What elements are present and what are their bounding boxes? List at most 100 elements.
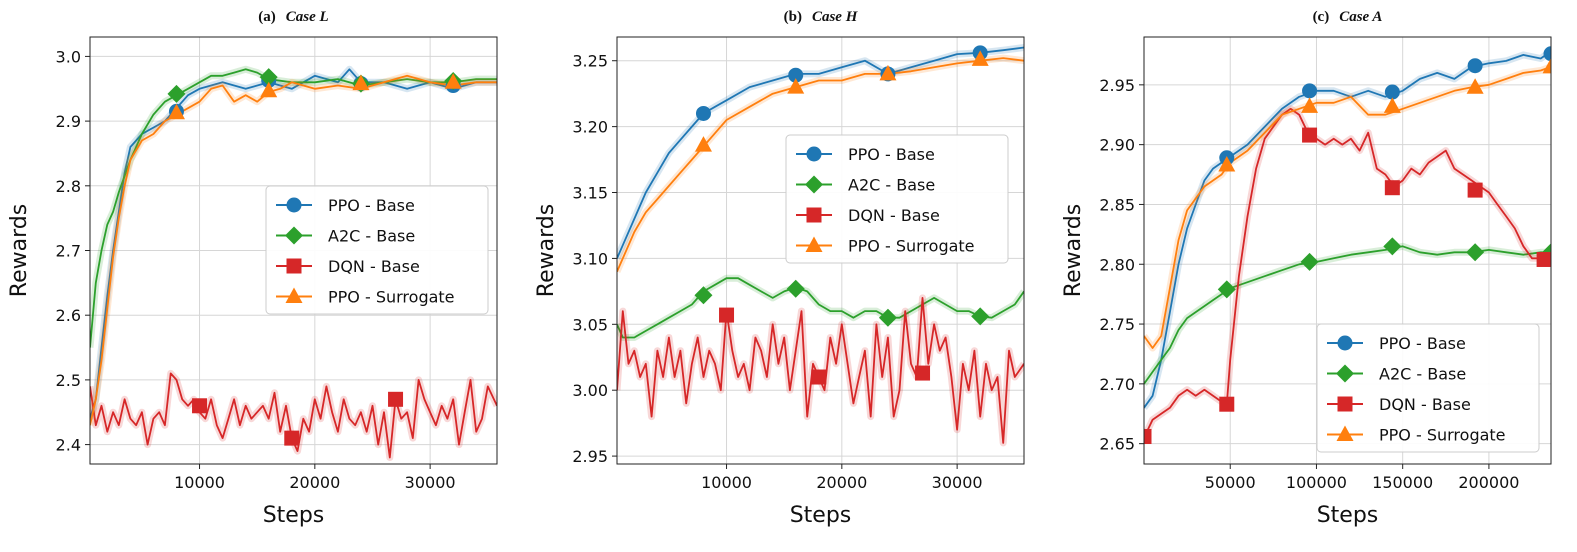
data-marker-ppo-surrogate (1383, 97, 1401, 113)
series-line-ppo-base (617, 46, 1024, 259)
panel-title: (b) Case H (784, 9, 859, 25)
data-marker-a2c-base (971, 307, 990, 326)
data-marker-a2c-base (1217, 280, 1236, 299)
panel-title: (a) Case L (258, 9, 328, 25)
data-marker-a2c-base (786, 279, 805, 298)
legend-label-ppo-surrogate: PPO - Surrogate (848, 237, 975, 256)
legend: PPO - Base A2C - Base DQN - Base PPO - Surr… (265, 185, 489, 315)
data-marker-ppo-surrogate (1542, 57, 1551, 74)
y-tick-label: 2.70 (1099, 375, 1135, 394)
axes-frame (616, 36, 1025, 465)
legend-label-ppo-surrogate: PPO - Surrogate (328, 288, 455, 307)
data-marker-dqn-base (719, 307, 735, 323)
y-tick-label: 2.6 (56, 306, 81, 325)
data-marker-a2c-base (1383, 237, 1402, 256)
data-marker-ppo-surrogate (1301, 97, 1319, 113)
series-line-a2c-base (617, 277, 1024, 339)
data-marker-ppo-surrogate (971, 50, 989, 66)
data-marker-dqn-base (811, 369, 827, 385)
data-marker-a2c-base (694, 286, 713, 305)
y-tick-label: 3.10 (572, 249, 608, 268)
y-tick-label: 2.9 (56, 112, 81, 131)
legend-label-a2c-base: A2C - Base (848, 176, 935, 195)
legend-marker-a2c-base (285, 226, 303, 245)
y-tick-label: 2.80 (1099, 255, 1135, 274)
x-tick-label: 200000 (1458, 473, 1519, 492)
x-axis-label: Steps (1317, 503, 1379, 528)
y-tick-label: 2.7 (56, 242, 81, 261)
y-tick-label: 2.85 (1099, 195, 1135, 214)
data-marker-dqn-base (1144, 428, 1152, 444)
legend-label-ppo-base: PPO - Base (1379, 334, 1466, 353)
x-axis-label: Steps (263, 503, 325, 528)
legend-box (265, 185, 489, 315)
panel-case-l: 10000 20000 30000 2.4 2.5 2.6 2.7 2.8 2.9 3.0 Step… (7, 9, 498, 528)
data-marker-ppo-surrogate (260, 81, 278, 98)
axes-frame (1143, 36, 1552, 465)
data-marker-a2c-base (1466, 243, 1485, 262)
data-marker-ppo-base (1384, 84, 1400, 100)
legend-label-ppo-surrogate: PPO - Surrogate (1379, 426, 1506, 445)
legend-marker-ppo-base (1337, 335, 1353, 351)
x-tick-label: 20000 (816, 473, 867, 492)
legend: PPO - Base A2C - Base DQN - Base PPO - Surr… (785, 134, 1009, 264)
data-marker-ppo-surrogate (1466, 78, 1484, 94)
data-marker-ppo-surrogate (879, 64, 897, 81)
legend-marker-ppo-base (286, 197, 302, 213)
x-tick-label: 100000 (1286, 473, 1347, 492)
data-marker-dqn-base (284, 430, 300, 446)
legend-marker-dqn-base (286, 258, 302, 274)
series-line-ppo-surrogate (90, 74, 497, 426)
data-marker-dqn-base (388, 391, 404, 407)
series-line-ppo-base (90, 68, 497, 419)
legend-marker-dqn-base (1337, 396, 1353, 412)
panel-title-label: (b) (784, 9, 802, 25)
y-tick-label: 3.20 (572, 118, 608, 137)
legend: PPO - Base A2C - Base DQN - Base PPO - Surr… (1316, 323, 1540, 453)
data-marker-ppo-base (788, 67, 804, 83)
panel-title-name: Case A (1339, 9, 1382, 25)
data-marker-a2c-base (1300, 252, 1319, 271)
panel-title-label: (c) (1313, 9, 1330, 25)
legend-marker-ppo-base (806, 146, 822, 162)
y-tick-label: 3.25 (572, 52, 608, 71)
data-marker-ppo-surrogate (1218, 155, 1236, 172)
data-marker-dqn-base (1467, 182, 1483, 198)
data-marker-ppo-base (695, 105, 711, 121)
y-tick-label: 2.75 (1099, 315, 1135, 334)
legend-label-dqn-base: DQN - Base (328, 257, 420, 276)
legend-marker-ppo-surrogate (1336, 425, 1354, 441)
y-tick-label: 2.5 (56, 371, 81, 390)
legend-box (1316, 323, 1540, 453)
x-tick-label: 30000 (405, 473, 456, 492)
legend-marker-ppo-surrogate (285, 287, 303, 303)
y-tick-label: 3.15 (572, 184, 608, 203)
y-tick-label: 3.05 (572, 315, 608, 334)
data-marker-ppo-surrogate (444, 73, 462, 89)
data-marker-ppo-surrogate (787, 78, 805, 94)
x-tick-label: 30000 (932, 473, 983, 492)
plot-area (90, 65, 497, 461)
x-tick-label: 50000 (1205, 473, 1256, 492)
series-line-ppo-surrogate (617, 57, 1024, 272)
data-marker-dqn-base (1302, 127, 1318, 143)
legend-label-ppo-base: PPO - Base (328, 196, 415, 215)
data-marker-a2c-base (878, 308, 897, 327)
x-tick-label: 10000 (174, 473, 225, 492)
y-axis-label: Rewards (1061, 204, 1086, 297)
data-marker-dqn-base (192, 398, 208, 414)
series-band-a2c-base (617, 274, 1024, 341)
legend-box (785, 134, 1009, 264)
panel-title-name: Case H (812, 9, 859, 25)
panel-title-label: (a) (258, 9, 276, 25)
data-marker-ppo-surrogate (352, 74, 370, 91)
data-marker-dqn-base (915, 365, 931, 381)
y-axis-label: Rewards (7, 204, 32, 297)
panel-case-h: 10000 20000 30000 2.95 3.00 3.05 3.10 3.15 3.20 3… (534, 9, 1025, 528)
y-tick-label: 3.0 (56, 47, 81, 66)
data-marker-dqn-base (1536, 251, 1551, 267)
data-marker-dqn-base (1384, 180, 1400, 196)
legend-marker-a2c-base (805, 175, 823, 194)
